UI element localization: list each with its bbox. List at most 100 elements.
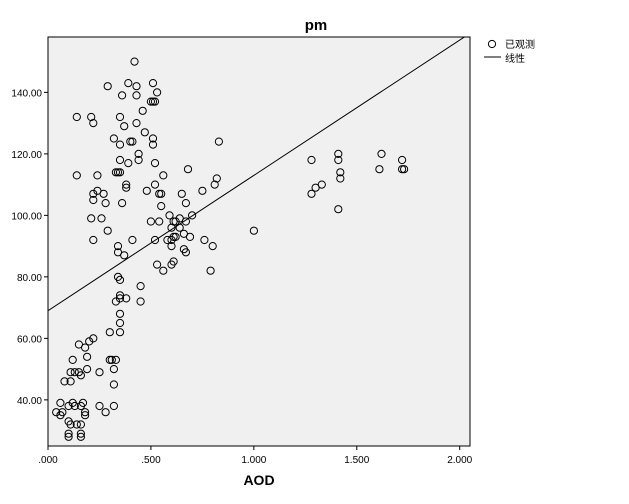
- data-point: [198, 186, 207, 195]
- data-point: [317, 180, 326, 189]
- data-point: [169, 257, 178, 266]
- data-point: [132, 82, 141, 91]
- data-point: [334, 205, 343, 214]
- data-point: [375, 165, 384, 174]
- data-point: [66, 377, 75, 386]
- plot-area: [47, 36, 471, 447]
- data-point: [200, 235, 209, 245]
- data-point: [113, 168, 123, 177]
- data-point: [167, 242, 176, 251]
- data-point: [206, 266, 215, 275]
- data-point: [177, 189, 186, 198]
- legend-observed-label: 已观测: [505, 38, 535, 51]
- data-point: [148, 140, 158, 149]
- data-point: [76, 420, 86, 429]
- data-point: [153, 88, 162, 97]
- data-point: [132, 91, 141, 100]
- y-tick-label: 80.00: [17, 273, 42, 284]
- data-point: [148, 97, 158, 106]
- data-point: [89, 235, 98, 245]
- x-axis: .000 .500 1.000 1.500 2.000: [38, 446, 473, 466]
- data-point: [111, 168, 121, 177]
- data-point: [159, 171, 168, 180]
- y-tick-label: 60.00: [17, 334, 42, 345]
- data-point: [105, 355, 114, 364]
- data-point: [115, 318, 125, 328]
- data-point: [169, 232, 178, 241]
- data-point: [124, 79, 133, 88]
- data-point: [83, 365, 92, 374]
- data-point: [115, 275, 125, 284]
- data-point: [142, 186, 151, 195]
- data-point: [132, 119, 141, 128]
- x-axis-title: AOD: [243, 472, 274, 488]
- x-tick-label: 2.000: [447, 455, 472, 466]
- data-point: [60, 377, 69, 386]
- data-point: [120, 122, 129, 131]
- data-point: [72, 112, 81, 122]
- y-axis: 40.00 60.00 80.00 100.00 120.00 140.00: [11, 88, 48, 407]
- data-point: [115, 294, 125, 303]
- data-point: [136, 282, 145, 291]
- data-point: [210, 180, 219, 189]
- data-point: [89, 195, 98, 205]
- data-point: [83, 352, 92, 361]
- data-point: [87, 214, 96, 223]
- data-point: [81, 343, 90, 352]
- data-point: [148, 134, 158, 143]
- data-point: [97, 214, 106, 223]
- data-point: [68, 355, 77, 364]
- data-point: [128, 235, 137, 245]
- data-point: [150, 159, 160, 168]
- fit-line-layer: [48, 37, 466, 312]
- data-point: [87, 112, 96, 122]
- data-point: [118, 199, 127, 208]
- data-point: [89, 334, 98, 343]
- data-point: [89, 189, 98, 198]
- data-point: [93, 171, 102, 180]
- data-point: [120, 251, 129, 260]
- data-point: [400, 165, 409, 174]
- data-point: [171, 232, 180, 241]
- data-point: [56, 398, 65, 407]
- data-point: [130, 57, 139, 66]
- data-point: [109, 365, 119, 374]
- data-point: [70, 401, 79, 411]
- data-point: [138, 106, 147, 115]
- data-point: [115, 168, 125, 177]
- legend-fit-label: 线性: [505, 52, 525, 65]
- data-point: [181, 199, 190, 208]
- data-point: [64, 432, 73, 441]
- data-point: [103, 226, 112, 235]
- data-point: [181, 217, 190, 226]
- data-point: [124, 159, 133, 168]
- data-point: [107, 355, 116, 364]
- data-point: [76, 429, 86, 438]
- data-point: [115, 140, 125, 149]
- data-point: [72, 171, 81, 180]
- data-point: [398, 165, 407, 174]
- data-point: [122, 180, 131, 189]
- x-tick-label: .000: [38, 455, 58, 466]
- data-point: [103, 82, 112, 91]
- data-point: [153, 260, 162, 269]
- data-point: [115, 112, 125, 122]
- data-point: [159, 266, 168, 275]
- data-point: [52, 408, 61, 417]
- data-point: [188, 211, 197, 220]
- data-point: [95, 368, 104, 377]
- x-tick-label: 1.500: [344, 455, 369, 466]
- data-point: [76, 432, 86, 441]
- data-point: [214, 137, 223, 146]
- data-point: [334, 155, 343, 165]
- data-point: [115, 309, 125, 318]
- data-point: [148, 79, 158, 88]
- data-point: [126, 137, 135, 146]
- data-point: [76, 371, 86, 380]
- data-point: [109, 401, 119, 411]
- data-point: [109, 380, 119, 389]
- data-point: [146, 217, 155, 226]
- data-point: [336, 168, 345, 177]
- data-point: [85, 337, 94, 346]
- data-point: [140, 128, 149, 137]
